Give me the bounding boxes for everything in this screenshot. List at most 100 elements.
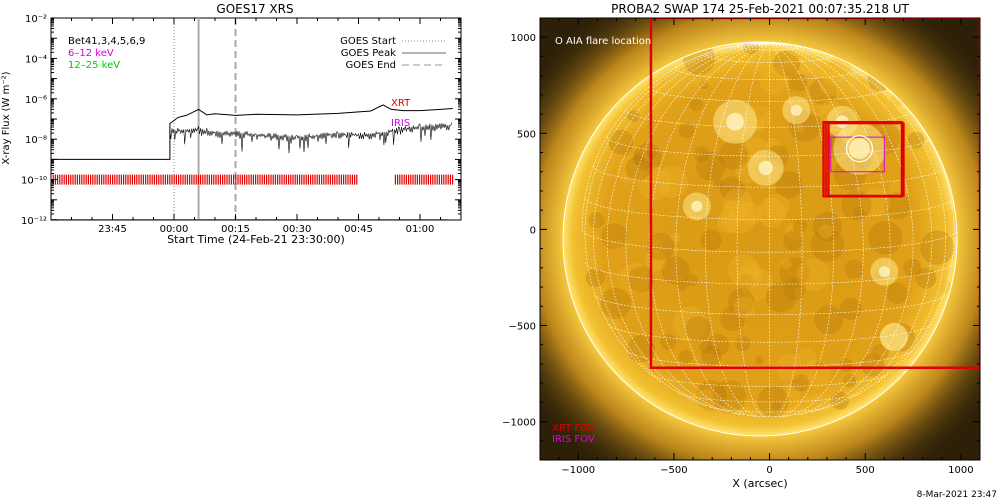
xrt-fov-small-box [828, 122, 905, 197]
surface-mottle [611, 238, 623, 251]
surface-mottle [707, 334, 730, 356]
surface-mottle [738, 201, 763, 225]
surface-mottle [676, 280, 688, 292]
surface-mottle [656, 166, 688, 198]
surface-mottle [907, 131, 925, 149]
surface-mottle [585, 268, 605, 288]
surface-mottle [788, 73, 808, 92]
surface-mottle [695, 380, 727, 412]
xrt-annotation: XRT [391, 98, 411, 109]
active-region-core [758, 160, 773, 176]
surface-mottle [814, 305, 844, 334]
longitude-line [584, 43, 770, 383]
surface-mottle [733, 296, 755, 319]
coverage-bars [51, 174, 454, 220]
surface-mottle [637, 166, 672, 201]
y-tick-label: 10⁻¹⁰ [21, 176, 47, 187]
xrt-fov-large-box [649, 18, 980, 370]
surface-mottle [588, 212, 605, 229]
active-region-core [691, 200, 703, 212]
surface-mottle [783, 277, 806, 301]
latitude-line [650, 374, 889, 387]
goes-x-axis-label: Start Time (24-Feb-21 23:30:00) [167, 233, 345, 246]
surface-mottle [739, 274, 754, 289]
longitude-line [606, 43, 770, 413]
x-tick-label: 23:45 [98, 224, 127, 235]
surface-mottle [903, 258, 922, 278]
goes-instrument-annotations: XRT IRIS [391, 98, 411, 129]
iris-annotation: IRIS [391, 118, 410, 129]
surface-mottle [691, 67, 711, 87]
surface-mottle [632, 153, 645, 165]
longitude-line [648, 43, 770, 416]
surface-mottle [685, 316, 711, 342]
surface-mottle [661, 256, 690, 285]
legend-goes-event: GOES Peak [341, 48, 396, 59]
surface-mottle [915, 267, 937, 289]
surface-mottle [608, 129, 634, 155]
surface-mottle [616, 156, 645, 184]
surface-mottle [755, 356, 764, 365]
surface-mottle [797, 347, 816, 367]
longitude-line [769, 43, 947, 407]
latitude-line [607, 324, 932, 343]
surface-mottle [587, 214, 601, 228]
y-tick-label: 10⁻⁴ [25, 54, 47, 65]
y-tick-label: 10⁻⁸ [25, 135, 47, 146]
longitude-line [593, 43, 770, 407]
surface-mottle [919, 194, 939, 213]
surface-mottle [812, 211, 843, 242]
flux-series-line [51, 104, 453, 160]
heliographic-grid [581, 42, 957, 417]
surface-mottle [818, 224, 833, 239]
surface-mottle [763, 193, 790, 221]
surface-mottle [783, 230, 803, 251]
longitude-line [736, 43, 770, 417]
longitude-line [769, 43, 864, 417]
y-tick-label: 1000 [511, 33, 536, 44]
surface-mottle [720, 198, 757, 234]
longitude-line [675, 43, 770, 417]
x-tick-label: 0 [766, 465, 772, 476]
y-tick-label: −1000 [502, 418, 536, 429]
surface-mottle [792, 218, 807, 233]
surface-mottle [781, 258, 792, 269]
active-region-core [726, 112, 744, 131]
longitude-line [769, 42, 804, 46]
x-tick-label: 500 [856, 465, 875, 476]
surface-mottle [783, 382, 801, 400]
active-region-core [790, 104, 802, 116]
surface-mottle [723, 188, 753, 219]
surface-mottle [791, 373, 810, 392]
latitude-line [584, 262, 955, 285]
active-region-core [849, 138, 870, 160]
x-tick-label: −1000 [561, 465, 595, 476]
longitude-line [769, 43, 914, 415]
longitude-line [668, 43, 770, 72]
surface-mottle [861, 187, 891, 217]
legend-energy-band: 6–12 keV [68, 48, 114, 59]
surface-mottle [691, 389, 721, 419]
surface-mottle [659, 79, 671, 91]
x-tick-label: 1000 [948, 465, 973, 476]
surface-mottle [729, 204, 747, 221]
solar-limb [562, 41, 958, 437]
surface-mottle [785, 222, 803, 241]
flux-series-line [169, 122, 453, 154]
x-tick-label: −500 [660, 465, 687, 476]
swap-chart-title: PROBA2 SWAP 174 25-Feb-2021 00:07:35.218… [611, 2, 909, 16]
latitude-line [705, 51, 834, 63]
longitude-line [705, 43, 770, 417]
latitude-line [593, 165, 946, 188]
x-tick-label: 01:00 [406, 224, 435, 235]
surface-mottle [939, 209, 957, 238]
surface-mottle [765, 282, 797, 313]
active-region-glow [879, 323, 908, 352]
longitude-line [769, 43, 933, 413]
surface-mottle [696, 151, 726, 182]
legend-energy-band: 12–25 keV [68, 60, 120, 71]
y-tick-label: 10⁻² [25, 14, 47, 25]
goes-flux-series [51, 104, 453, 160]
goes-chart-title: GOES17 XRS [216, 2, 293, 16]
